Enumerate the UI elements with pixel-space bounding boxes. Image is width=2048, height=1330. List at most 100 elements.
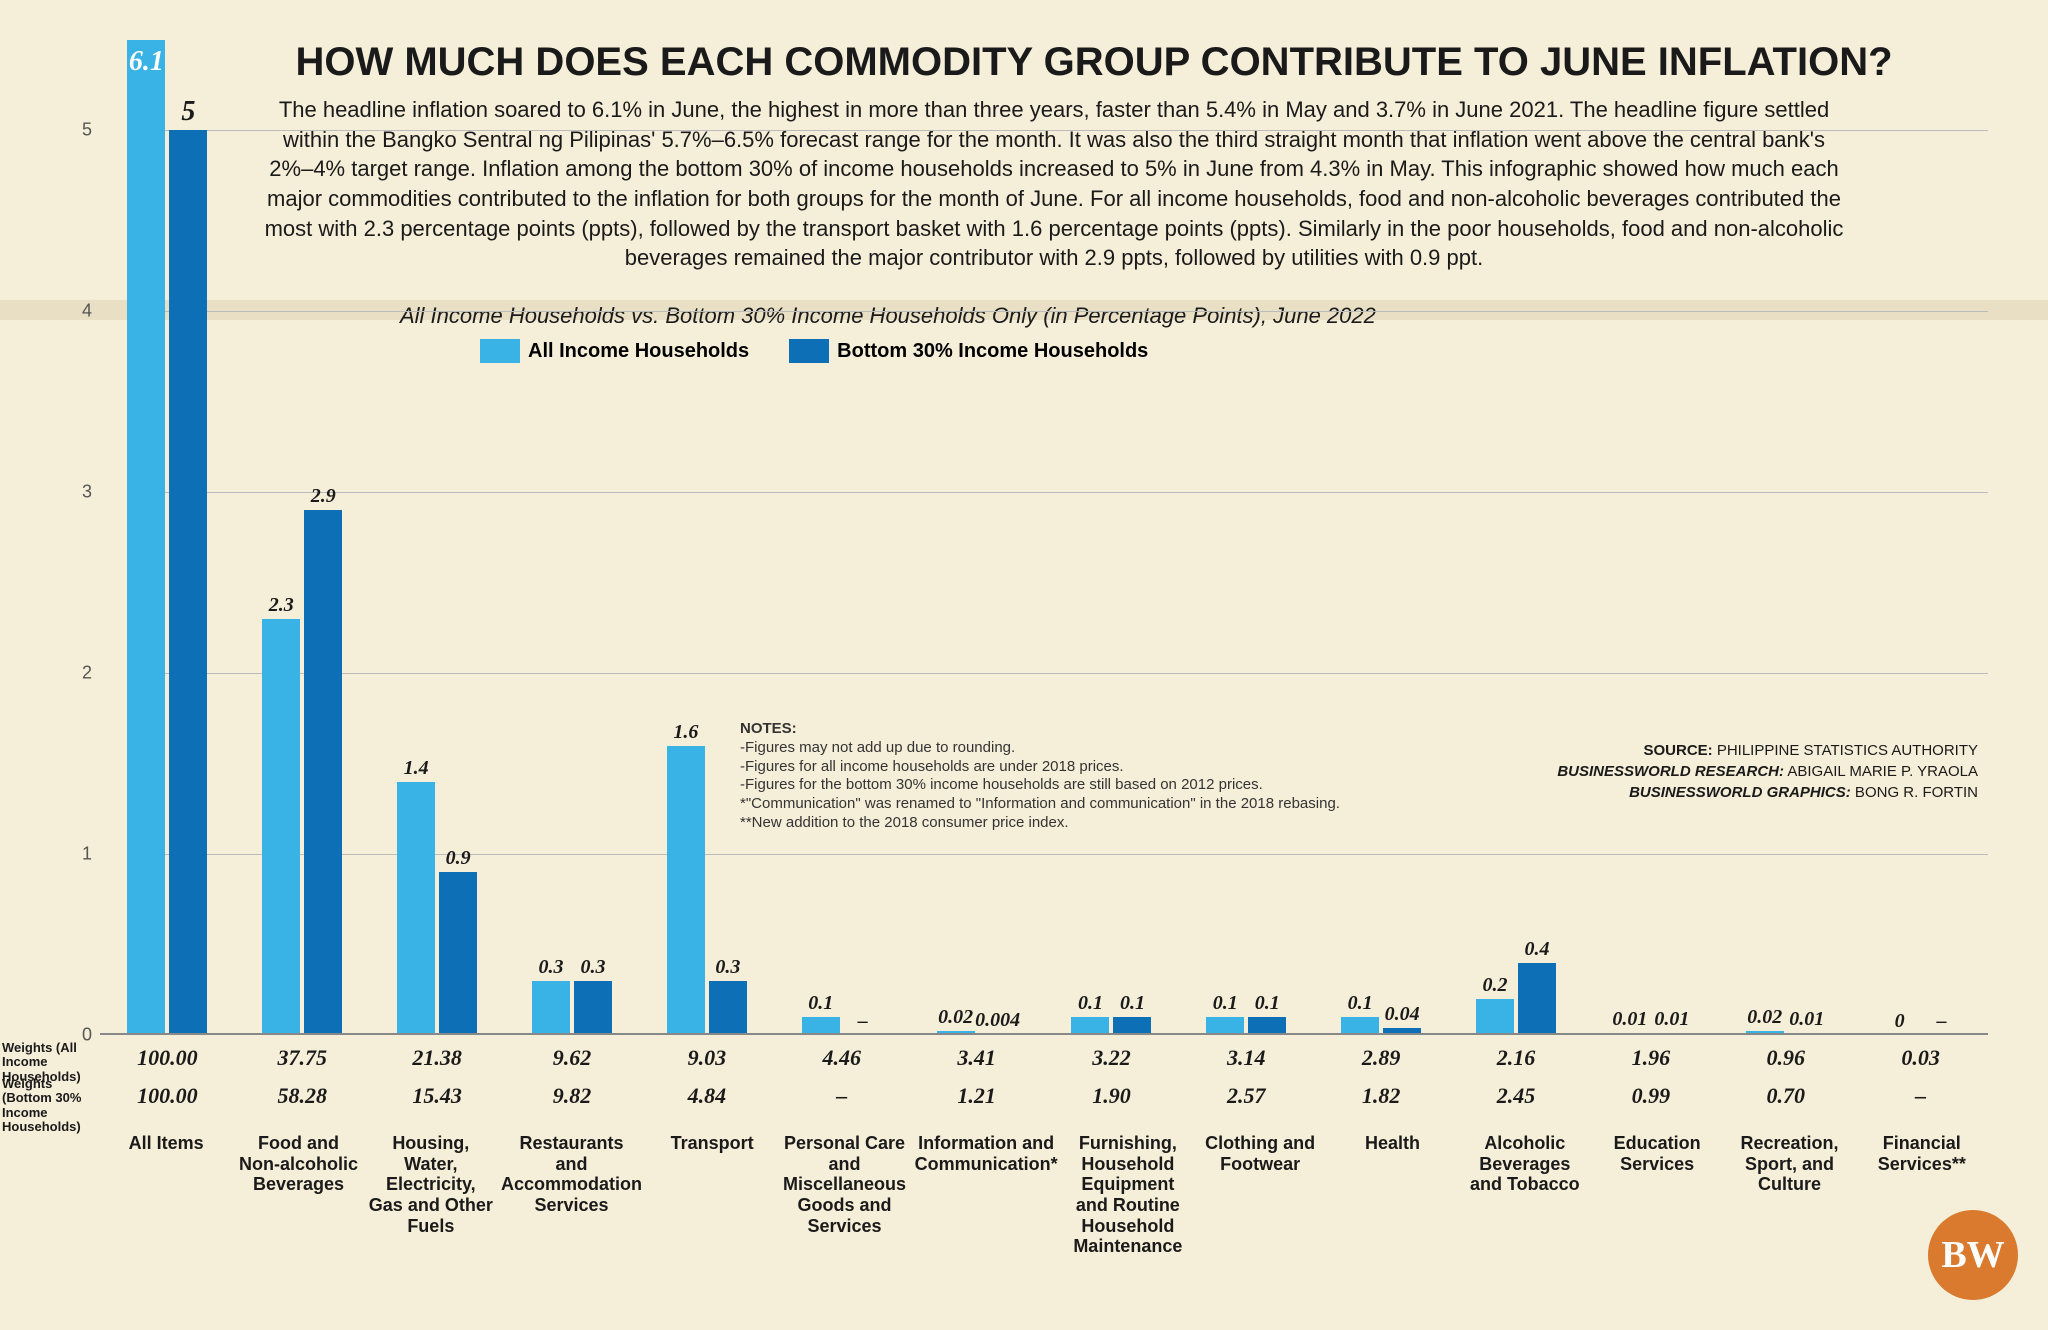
notes-line: -Figures for the bottom 30% income house… [740, 776, 1340, 795]
bar-value-label: – [858, 1010, 868, 1033]
y-tick: 2 [82, 663, 92, 684]
category-label-cell: Recreation, Sport, and Culture [1723, 1125, 1855, 1290]
bar-value-label: 0.3 [715, 956, 740, 979]
bar-group: 0.30.3 [505, 40, 640, 1035]
bar-value-label: 1.6 [673, 721, 698, 744]
bar-value-label: 0.1 [1348, 992, 1373, 1015]
x-axis-baseline [100, 1033, 1988, 1035]
weight-value: 1.90 [1044, 1083, 1179, 1109]
bar-group: 0.01 0.01 [1583, 40, 1718, 1035]
weight-value: 37.75 [235, 1045, 370, 1071]
bar-series1: 0.2 [1476, 999, 1514, 1035]
bar-group: 0.20.4 [1449, 40, 1584, 1035]
infographic-container: HOW MUCH DOES EACH COMMODITY GROUP CONTR… [0, 0, 2048, 1330]
weight-value: 1.82 [1314, 1083, 1449, 1109]
bar-series2: 0.3 [709, 981, 747, 1035]
bar-group: 0.1 0.04 [1314, 40, 1449, 1035]
weight-value: 2.45 [1449, 1083, 1584, 1109]
bar-value-label: 2.3 [269, 594, 294, 617]
notes-heading: NOTES: [740, 720, 1340, 739]
category-label-cell: Health [1326, 1125, 1458, 1290]
bar-value-label: 1.4 [404, 757, 429, 780]
category-label-cell: Housing, Water, Electricity, Gas and Oth… [365, 1125, 497, 1290]
category-label: Education Services [1591, 1133, 1723, 1174]
category-label: Health [1326, 1133, 1458, 1154]
weight-value: 1.96 [1583, 1045, 1718, 1071]
bar-value-label: 0.1 [808, 992, 833, 1015]
category-label: Furnishing, Household Equipment and Rout… [1062, 1133, 1194, 1257]
bar-value-label: 0.9 [446, 847, 471, 870]
category-label: Alcoholic Beverages and Tobacco [1459, 1133, 1591, 1195]
y-tick: 1 [82, 844, 92, 865]
bar-series1: 2.3 [262, 619, 300, 1035]
category-label: Clothing and Footwear [1194, 1133, 1326, 1174]
weight-value: 3.14 [1179, 1045, 1314, 1071]
weight-value: 9.03 [639, 1045, 774, 1071]
bar-groups: 6.152.32.91.40.90.30.31.60.30.1–0.020.00… [100, 40, 1988, 1035]
bar-value-label: 0.02 [938, 1006, 973, 1029]
bar-value-label: 0.3 [581, 956, 606, 979]
weight-value: 4.46 [774, 1045, 909, 1071]
category-label-cell: Food and Non-alcoholic Beverages [232, 1125, 364, 1290]
bar-value-label: 0.2 [1483, 974, 1508, 997]
bar-series1: 0.3 [532, 981, 570, 1035]
bar-group: 0– [1853, 40, 1988, 1035]
weight-row-label-2: Weights (Bottom 30% Income Households) [2, 1077, 98, 1134]
x-axis-labels: All ItemsFood and Non-alcoholic Beverage… [100, 1125, 1988, 1290]
bar-value-label: 5 [181, 96, 195, 128]
bar-value-label: 0.04 [1385, 1003, 1420, 1026]
weight-value: 15.43 [370, 1083, 505, 1109]
bar-value-label: 0.01 [1789, 1008, 1824, 1031]
bar-series2: 2.9 [304, 510, 342, 1035]
bar-group: 1.40.9 [370, 40, 505, 1035]
weight-value: 0.99 [1583, 1083, 1718, 1109]
y-tick: 4 [82, 301, 92, 322]
category-label: Financial Services** [1856, 1133, 1988, 1174]
weight-value: 58.28 [235, 1083, 370, 1109]
category-label-cell: Furnishing, Household Equipment and Rout… [1062, 1125, 1194, 1290]
category-label-cell: Restaurants and Accommodation Services [497, 1125, 646, 1290]
category-label-cell: All Items [100, 1125, 232, 1290]
weight-value: 0.70 [1718, 1083, 1853, 1109]
notes-line: **New addition to the 2018 consumer pric… [740, 814, 1340, 833]
bar-series1: 1.6 [667, 746, 705, 1035]
bar-value-label: 0.3 [539, 956, 564, 979]
category-label-cell: Transport [646, 1125, 778, 1290]
bar-value-label: 0.01 [1612, 1008, 1647, 1031]
bar-series1: 1.4 [397, 782, 435, 1035]
bar-series2: 0.4 [1518, 963, 1556, 1035]
bar-value-label: 0.02 [1747, 1006, 1782, 1029]
category-label-cell: Information and Communication* [911, 1125, 1062, 1290]
weight-value: 21.38 [370, 1045, 505, 1071]
bar-value-label: 0.1 [1213, 992, 1238, 1015]
weight-value: 0.96 [1718, 1045, 1853, 1071]
weight-value: 100.00 [100, 1045, 235, 1071]
bar-series2: 0.9 [439, 872, 477, 1035]
weight-value: 3.22 [1044, 1045, 1179, 1071]
bar-group: 0.1 0.1 [1179, 40, 1314, 1035]
credit-line: BUSINESSWORLD RESEARCH: ABIGAIL MARIE P.… [1557, 761, 1978, 782]
bar-series2: 5 [169, 130, 207, 1035]
chart-area: 012345 6.152.32.91.40.90.30.31.60.30.1–0… [60, 40, 1988, 1290]
bar-value-label: 0.1 [1255, 992, 1280, 1015]
weight-value: – [774, 1083, 909, 1109]
category-label: Recreation, Sport, and Culture [1723, 1133, 1855, 1195]
notes-line: *"Communication" was renamed to "Informa… [740, 795, 1340, 814]
category-label-cell: Clothing and Footwear [1194, 1125, 1326, 1290]
bar-group: 0.1 – [774, 40, 909, 1035]
bar-value-label: – [1937, 1010, 1947, 1033]
category-label: Housing, Water, Electricity, Gas and Oth… [365, 1133, 497, 1236]
chart-credits: SOURCE: PHILIPPINE STATISTICS AUTHORITYB… [1557, 740, 1978, 803]
bar-value-label: 0.4 [1525, 938, 1550, 961]
category-label: Food and Non-alcoholic Beverages [232, 1133, 364, 1195]
weight-value: 9.82 [505, 1083, 640, 1109]
category-label: Personal Care and Miscellaneous Goods an… [778, 1133, 910, 1236]
weight-row-2: 100.0058.2815.439.824.84–1.211.902.571.8… [100, 1083, 1988, 1109]
bar-group: 1.60.3 [639, 40, 774, 1035]
weight-value: 4.84 [639, 1083, 774, 1109]
bar-group: 0.10.1 [1044, 40, 1179, 1035]
bar-value-label: 0.1 [1078, 992, 1103, 1015]
category-label: Information and Communication* [911, 1133, 1062, 1174]
bar-value-label: 0 [1895, 1010, 1905, 1033]
bar-value-label: 0.01 [1654, 1008, 1689, 1031]
